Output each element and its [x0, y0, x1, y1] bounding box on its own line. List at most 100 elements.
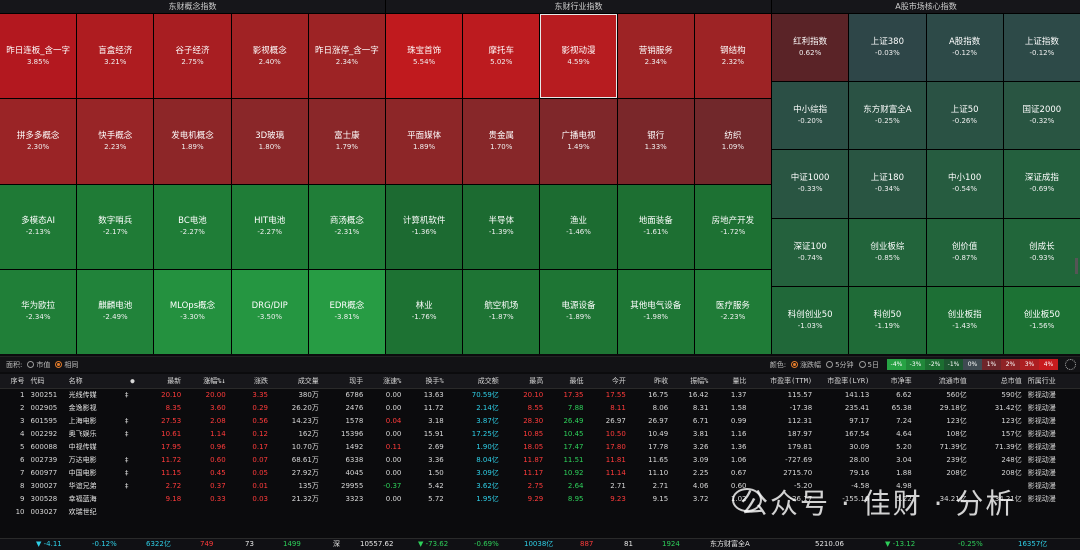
- color-radio-change[interactable]: [791, 361, 799, 368]
- heatmap-tile[interactable]: 影视动漫 4.59%: [540, 14, 617, 99]
- heatmap-tile[interactable]: DRG/DIP -3.50%: [231, 269, 308, 354]
- heatmap-tile[interactable]: MLOps概念 -3.30%: [154, 269, 231, 354]
- heatmap-tile[interactable]: HIT电池 -2.27%: [231, 184, 308, 269]
- heatmap-tile[interactable]: 上证380 -0.03%: [849, 14, 926, 82]
- heatmap-scrollbar[interactable]: [1075, 258, 1078, 274]
- column-header[interactable]: 代码: [27, 374, 66, 389]
- heatmap-tile[interactable]: 纺织 1.09%: [694, 99, 771, 184]
- table-row[interactable]: 10 003027 欢瑞世纪: [0, 505, 1080, 518]
- gear-icon[interactable]: [1065, 359, 1076, 370]
- heatmap-tile[interactable]: 科创创业50 -1.03%: [772, 286, 849, 354]
- color-option-change[interactable]: 涨跌幅: [800, 360, 822, 369]
- heatmap-tile[interactable]: 贵金属 1.70%: [463, 99, 540, 184]
- heatmap-tile[interactable]: 创业板综 -0.85%: [849, 218, 926, 286]
- heatmap-tile[interactable]: 半导体 -1.39%: [463, 184, 540, 269]
- column-header[interactable]: 市净率: [872, 374, 915, 389]
- table-row[interactable]: 8 300027 华谊兄弟 ‡ 2.72 0.37 0.01 135万 29955 -0.37 5.…: [0, 479, 1080, 492]
- heatmap-tile[interactable]: 3D玻璃 1.80%: [231, 99, 308, 184]
- column-header[interactable]: ●: [118, 374, 138, 389]
- heatmap-tile[interactable]: BC电池 -2.27%: [154, 184, 231, 269]
- heatmap-tile[interactable]: 盲盒经济 3.21%: [77, 14, 154, 99]
- heatmap-tile[interactable]: 国证2000 -0.32%: [1003, 82, 1080, 150]
- heatmap-tile[interactable]: 林业 -1.76%: [386, 269, 463, 354]
- column-header[interactable]: 昨收: [628, 374, 672, 389]
- column-header[interactable]: 市盈率(TTM): [749, 374, 816, 389]
- heatmap-tile[interactable]: 影视概念 2.40%: [231, 14, 308, 99]
- column-header[interactable]: 最低: [546, 374, 587, 389]
- heatmap-tile[interactable]: 华为欧拉 -2.34%: [0, 269, 77, 354]
- heatmap-tile[interactable]: 谷子经济 2.75%: [154, 14, 231, 99]
- heatmap-tile[interactable]: 上证50 -0.26%: [926, 82, 1003, 150]
- column-header[interactable]: 序号: [0, 374, 28, 389]
- heatmap-tile[interactable]: 深证成指 -0.69%: [1003, 150, 1080, 218]
- column-header[interactable]: 涨速%: [366, 374, 405, 389]
- heatmap-tile[interactable]: 快手概念 2.23%: [77, 99, 154, 184]
- table-row[interactable]: 6 002739 万达电影 ‡ 11.72 0.60 0.07 68.61万 6338 0.00 3…: [0, 453, 1080, 466]
- table-row[interactable]: 4 002292 奥飞娱乐 ‡ 10.61 1.14 0.12 162万 15396 0.00 15…: [0, 427, 1080, 440]
- column-header[interactable]: 市盈率(LYR): [815, 374, 873, 389]
- heatmap-tile[interactable]: 地面装备 -1.61%: [617, 184, 694, 269]
- area-radio-equal[interactable]: [55, 361, 63, 368]
- heatmap-tile[interactable]: 上证指数 -0.12%: [1003, 14, 1080, 82]
- column-header[interactable]: 所属行业: [1024, 374, 1080, 389]
- color-radio-5min[interactable]: [826, 361, 834, 368]
- table-row[interactable]: 3 601595 上海电影 ‡ 27.53 2.08 0.56 14.23万 1578 0.04 3…: [0, 414, 1080, 427]
- column-header[interactable]: 现手: [321, 374, 367, 389]
- heatmap-tile[interactable]: 营销服务 2.34%: [617, 14, 694, 99]
- column-header[interactable]: 涨幅%↓: [184, 374, 229, 389]
- column-header[interactable]: 振幅%: [671, 374, 712, 389]
- heatmap-tile[interactable]: A股指数 -0.12%: [926, 14, 1003, 82]
- heatmap-tile[interactable]: 计算机软件 -1.36%: [386, 184, 463, 269]
- area-option-equal[interactable]: 相同: [64, 360, 79, 369]
- color-option-5min[interactable]: 5分钟: [835, 360, 854, 369]
- area-radio-marketcap[interactable]: [27, 361, 35, 368]
- heatmap-tile[interactable]: 红利指数 0.62%: [772, 14, 849, 82]
- heatmap-tile[interactable]: 中小100 -0.54%: [926, 150, 1003, 218]
- column-header[interactable]: 量比: [711, 374, 750, 389]
- heatmap-tile[interactable]: 电源设备 -1.89%: [540, 269, 617, 354]
- column-header[interactable]: 成交量: [271, 374, 322, 389]
- table-row[interactable]: 2 002905 金逸影视 8.35 3.60 0.29 26.20万 2476 0.00 11.…: [0, 401, 1080, 414]
- heatmap-tile[interactable]: 创成长 -0.93%: [1003, 218, 1080, 286]
- heatmap-tile[interactable]: 麒麟电池 -2.49%: [77, 269, 154, 354]
- table-row[interactable]: 9 300528 幸福蓝海 9.18 0.33 0.03 21.32万 3323 0.00 5.7…: [0, 492, 1080, 505]
- heatmap-tile[interactable]: 广播电视 1.49%: [540, 99, 617, 184]
- heatmap-tile[interactable]: 发电机概念 1.89%: [154, 99, 231, 184]
- column-header[interactable]: 最新: [137, 374, 185, 389]
- heatmap-tile[interactable]: 珠宝首饰 5.54%: [386, 14, 463, 99]
- heatmap-tile[interactable]: 科创50 -1.19%: [849, 286, 926, 354]
- heatmap-tile[interactable]: 中证1000 -0.33%: [772, 150, 849, 218]
- heatmap-tile[interactable]: 多模态AI -2.13%: [0, 184, 77, 269]
- heatmap-tile[interactable]: 平面媒体 1.89%: [386, 99, 463, 184]
- heatmap-tile[interactable]: 创业板50 -1.56%: [1003, 286, 1080, 354]
- heatmap-tile[interactable]: 富士康 1.79%: [308, 99, 385, 184]
- heatmap-tile[interactable]: 昨日涨停_含一字 2.34%: [308, 14, 385, 99]
- column-header[interactable]: 最高: [501, 374, 547, 389]
- heatmap-tile[interactable]: 昨日连板_含一字 3.85%: [0, 14, 77, 99]
- heatmap-tile[interactable]: 钢结构 2.32%: [694, 14, 771, 99]
- heatmap-tile[interactable]: 医疗服务 -2.23%: [694, 269, 771, 354]
- heatmap-tile[interactable]: 银行 1.33%: [617, 99, 694, 184]
- column-header[interactable]: 涨跌: [228, 374, 271, 389]
- heatmap-tile[interactable]: 数字哨兵 -2.17%: [77, 184, 154, 269]
- column-header[interactable]: 总市值: [969, 374, 1025, 389]
- heatmap-tile[interactable]: 其他电气设备 -1.98%: [617, 269, 694, 354]
- column-header[interactable]: 成交额: [446, 374, 502, 389]
- heatmap-tile[interactable]: 航空机场 -1.87%: [463, 269, 540, 354]
- heatmap-tile[interactable]: 商汤概念 -2.31%: [308, 184, 385, 269]
- heatmap-tile[interactable]: 房地产开发 -1.72%: [694, 184, 771, 269]
- heatmap-tile[interactable]: 深证100 -0.74%: [772, 218, 849, 286]
- heatmap-tile[interactable]: 东方财富全A -0.25%: [849, 82, 926, 150]
- heatmap-tile[interactable]: 上证180 -0.34%: [849, 150, 926, 218]
- heatmap-tile[interactable]: 渔业 -1.46%: [540, 184, 617, 269]
- column-header[interactable]: 今开: [586, 374, 629, 389]
- heatmap-tile[interactable]: EDR概念 -3.81%: [308, 269, 385, 354]
- column-header[interactable]: 换手%: [404, 374, 447, 389]
- color-option-5day[interactable]: 5日: [867, 360, 879, 369]
- heatmap-tile[interactable]: 创价值 -0.87%: [926, 218, 1003, 286]
- column-header[interactable]: 名称: [65, 374, 119, 389]
- heatmap-tile[interactable]: 创业板指 -1.43%: [926, 286, 1003, 354]
- color-radio-5day[interactable]: [858, 361, 866, 368]
- heatmap-tile[interactable]: 拼多多概念 2.30%: [0, 99, 77, 184]
- heatmap-tile[interactable]: 中小综指 -0.20%: [772, 82, 849, 150]
